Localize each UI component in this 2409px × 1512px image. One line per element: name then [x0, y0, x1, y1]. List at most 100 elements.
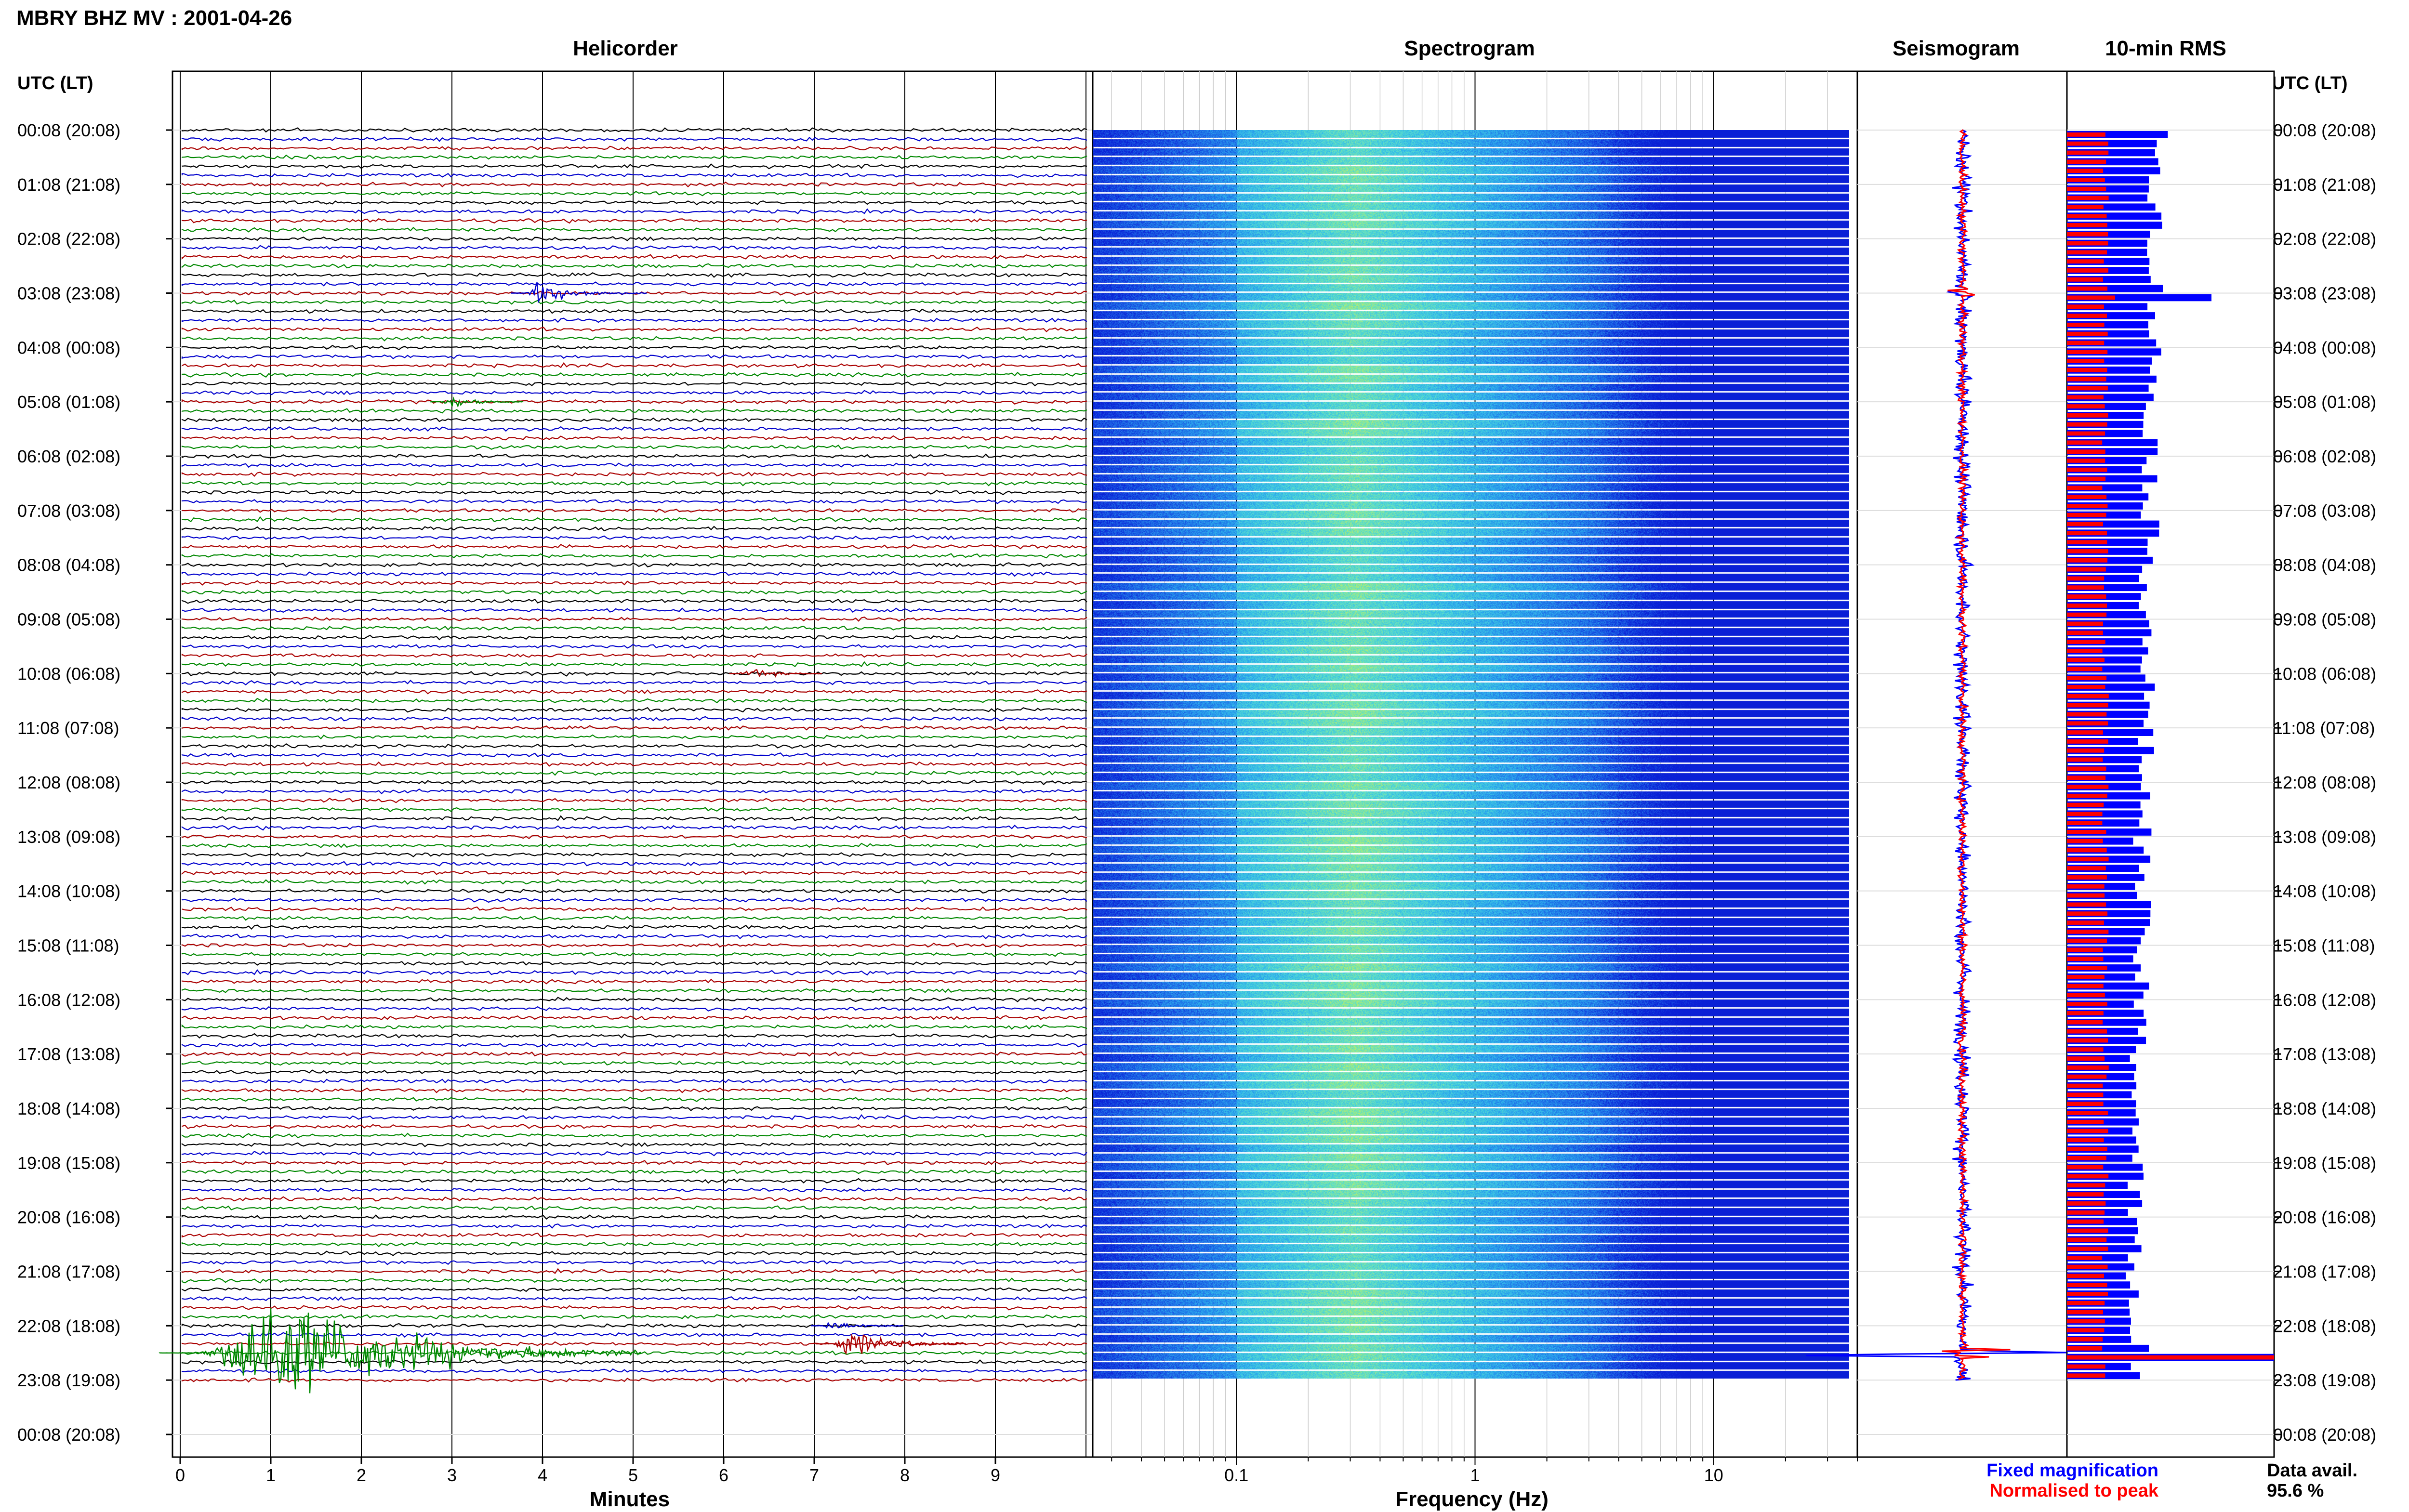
- rms-bar-normalised: [2067, 821, 2103, 825]
- helicorder-trace: [181, 915, 1087, 921]
- rms-bar-normalised: [2067, 1237, 2107, 1242]
- rms-bar-normalised: [2067, 386, 2108, 391]
- rms-bar-normalised: [2067, 1264, 2108, 1269]
- helicorder-trace: [181, 1214, 1087, 1220]
- rms-bar-normalised: [2067, 341, 2105, 345]
- time-tick-label-right: 10:08 (06:08): [2273, 664, 2376, 684]
- rms-bar-normalised: [2067, 467, 2107, 472]
- helicorder-trace: [181, 807, 1087, 813]
- time-tick-label-right: 04:08 (00:08): [2273, 338, 2376, 357]
- helicorder-xtick-label: 8: [900, 1465, 910, 1485]
- time-tick-label-left: 06:08 (02:08): [17, 447, 120, 466]
- helicorder-trace: [181, 1060, 1087, 1066]
- helicorder-trace: [181, 1160, 1087, 1166]
- rms-bar-normalised: [2067, 721, 2108, 726]
- helicorder-trace: [181, 1323, 1087, 1328]
- rms-bar-normalised: [2067, 186, 2106, 191]
- helicorder-trace: [181, 417, 1087, 422]
- helicorder-trace: [181, 499, 1087, 504]
- rms-bar-normalised: [2067, 223, 2107, 227]
- helicorder-trace: [181, 879, 1087, 885]
- time-tick-label-right: 17:08 (13:08): [2273, 1044, 2376, 1064]
- helicorder-trace: [181, 752, 1087, 758]
- helicorder-trace: [181, 254, 1087, 260]
- helicorder-trace: [181, 1042, 1087, 1048]
- rms-bar-normalised: [2067, 911, 2108, 916]
- rms-bar-normalised: [2067, 585, 2104, 590]
- time-tick-label-left: 17:08 (13:08): [17, 1044, 120, 1064]
- time-tick-label-left: 07:08 (03:08): [17, 501, 120, 521]
- helicorder-trace: [181, 208, 1087, 214]
- time-tick-label-right: 16:08 (12:08): [2273, 990, 2376, 1010]
- rms-bar-normalised: [2067, 286, 2108, 291]
- helicorder-trace: [181, 933, 1087, 939]
- rms-bar-normalised: [2067, 1346, 2103, 1351]
- rms-bar-normalised: [2067, 612, 2107, 617]
- rms-bar-normalised: [2067, 304, 2104, 309]
- helicorder-xtick-label: 6: [719, 1465, 728, 1485]
- helicorder-trace: [181, 453, 1087, 459]
- helicorder-trace: [181, 734, 1087, 740]
- rms-bar-normalised: [2067, 1292, 2108, 1296]
- rms-bar-normalised: [2067, 431, 2105, 436]
- helicorder-trace: [181, 154, 1087, 160]
- helicorder-xtick-label: 2: [357, 1465, 366, 1485]
- helicorder-xtick-label: 9: [991, 1465, 1000, 1485]
- helicorder-trace: [181, 191, 1087, 197]
- helicorder-trace: [181, 390, 1087, 395]
- rms-bar-normalised: [2067, 657, 2105, 662]
- helicorder-trace: [181, 1377, 1087, 1383]
- helicorder-trace: [181, 634, 1087, 641]
- rms-bar-normalised: [2067, 812, 2103, 816]
- helicorder-event: [511, 282, 647, 304]
- time-tick-label-right: 18:08 (14:08): [2273, 1099, 2376, 1118]
- helicorder-xtick-label: 7: [809, 1465, 819, 1485]
- rms-bar-normalised: [2067, 1201, 2106, 1206]
- helicorder-trace: [181, 371, 1087, 378]
- helicorder-panel: 0 1 2 3 4 5 6 7 8 9: [159, 70, 1094, 1485]
- rms-bar-normalised: [2067, 1165, 2104, 1170]
- legend-fixed-magnification: Fixed magnification: [1986, 1460, 2158, 1481]
- helicorder-trace: [181, 870, 1087, 876]
- helicorder-trace: [181, 381, 1087, 387]
- rms-bar-normalised: [2067, 739, 2108, 744]
- rms-bar-normalised: [2067, 966, 2107, 970]
- rms-bar-normalised: [2067, 132, 2105, 137]
- time-tick-label-left: 12:08 (08:08): [17, 773, 120, 792]
- rms-bar-normalised: [2067, 413, 2108, 418]
- rms-bar-normalised: [2067, 1192, 2104, 1196]
- helicorder-trace: [181, 852, 1087, 858]
- rms-bar-normalised: [2067, 1092, 2104, 1097]
- helicorder-trace: [181, 399, 1087, 405]
- time-tick-label-right: 20:08 (16:08): [2273, 1208, 2376, 1227]
- rms-bar-normalised: [2067, 377, 2106, 381]
- rms-bar-normalised: [2067, 1011, 2104, 1015]
- rms-bar-normalised: [2067, 1111, 2108, 1115]
- legend-normalised-to-peak: Normalised to peak: [1989, 1481, 2158, 1501]
- helicorder-trace: [181, 661, 1087, 668]
- helicorder-trace: [181, 1260, 1087, 1265]
- helicorder-xlabel: Minutes: [590, 1487, 670, 1511]
- rms-bar-normalised: [2067, 730, 2103, 735]
- time-tick-label-left: 20:08 (16:08): [17, 1208, 120, 1227]
- rms-bar-normalised: [2067, 232, 2108, 237]
- helicorder-trace: [181, 281, 1087, 287]
- rms-bar-normalised: [2067, 1047, 2104, 1052]
- helicorder-trace: [181, 897, 1087, 903]
- helicorder-trace: [181, 725, 1087, 731]
- helicorder-traces: [181, 127, 1087, 1383]
- helicorder-trace: [181, 127, 1087, 133]
- seismogram-title: Seismogram: [1893, 37, 2020, 60]
- helicorder-trace: [181, 716, 1087, 722]
- rms-bar-normalised: [2067, 1328, 2105, 1333]
- helicorder-trace: [181, 426, 1087, 432]
- rms-bar-normalised: [2067, 404, 2105, 408]
- helicorder-trace: [181, 508, 1087, 513]
- time-tick-label-right: 03:08 (23:08): [2273, 284, 2376, 303]
- helicorder-trace: [181, 761, 1087, 767]
- rms-bar-normalised: [2067, 766, 2106, 771]
- helicorder-trace: [181, 1277, 1087, 1284]
- helicorder-event: [159, 1308, 641, 1394]
- helicorder-trace: [181, 562, 1087, 567]
- rms-bar-normalised: [2067, 1083, 2103, 1088]
